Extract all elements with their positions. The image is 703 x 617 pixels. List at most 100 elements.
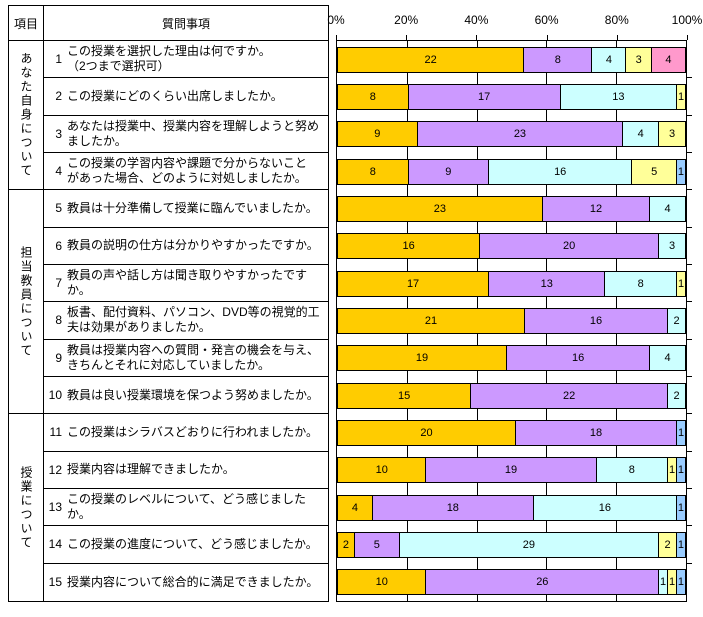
bar-segment: 20 <box>480 233 660 260</box>
question-text-line: 教員は良い授業環境を保つよう努めましたか。 <box>67 387 319 402</box>
question-row: 10 教員は良い授業環境を保つよう努めましたか。 <box>44 377 328 415</box>
question-number: 7 <box>55 276 62 291</box>
bar-segment-label: 1 <box>677 576 685 589</box>
header-question-column: 質問事項 <box>161 16 210 31</box>
bar-segment-label: 10 <box>375 576 388 589</box>
bar-row: 4 18 16 1 <box>337 489 686 526</box>
question-number: 1 <box>55 52 62 67</box>
category-tick-mark <box>687 525 692 527</box>
bar-row: 23 12 4 <box>337 190 686 227</box>
category-tick-mark <box>687 338 692 340</box>
bar-row: 10 19 8 1 1 <box>337 452 686 489</box>
question-number: 8 <box>55 313 62 328</box>
bar-segment: 8 <box>596 457 669 484</box>
bar-segment-label: 20 <box>563 240 576 253</box>
bar-segment-label: 4 <box>664 202 671 215</box>
question-text-line: この授業の進度について、どう感じましたか。 <box>67 536 318 551</box>
question-row: 3 あなたは授業中、授業内容を理解しようと努め ましたか。 <box>44 116 328 153</box>
x-axis-tick-mark <box>687 35 688 40</box>
bar-segment: 1 <box>677 158 686 185</box>
bar-segment: 4 <box>651 46 686 73</box>
bar-segment-label: 23 <box>433 202 447 215</box>
x-axis-tick-mark <box>336 35 337 40</box>
question-number: 3 <box>55 126 62 141</box>
bar-segment-label: 2 <box>673 314 680 327</box>
stacked-bar: 8 9 16 5 1 <box>337 158 686 185</box>
bar-segment: 10 <box>337 457 427 484</box>
question-row: 9 教員は授業内容への質問・発言の機会を与え、 きちんとそれに対応していましたか。 <box>44 340 328 377</box>
bar-segment-label: 18 <box>446 501 459 514</box>
bar-segment: 1 <box>677 569 686 596</box>
question-text-line: 夫は効果がありましたか。 <box>67 320 211 335</box>
question-number: 4 <box>55 164 62 179</box>
bar-segment: 1 <box>677 494 686 521</box>
bar-segment: 8 <box>524 46 593 73</box>
bar-segment-label: 4 <box>637 128 644 141</box>
bar-segment: 23 <box>337 195 543 222</box>
question-text: この授業のレベルについて、どう感じましたか。 <box>67 492 328 522</box>
column-divider <box>43 41 44 601</box>
question-text-line: 教員の声や話し方は聞き取りやすかったですか。 <box>67 268 308 298</box>
question-number: 15 <box>48 575 62 590</box>
bar-row: 8 9 16 5 1 <box>337 153 686 190</box>
x-axis-tick-mark <box>406 35 408 40</box>
stacked-bar: 17 13 8 1 <box>337 270 686 297</box>
question-text-line: この授業の学習内容や課題で分からないこと <box>67 156 308 171</box>
bar-segment: 1 <box>677 457 686 484</box>
bar-segment: 9 <box>408 158 490 185</box>
bar-segment-label: 4 <box>351 501 358 514</box>
question-text-line: 授業内容について総合的に満足できましたか。 <box>67 574 319 589</box>
bar-segment-label: 2 <box>664 538 671 551</box>
category-tick-mark <box>687 562 692 564</box>
bar-segment: 18 <box>372 494 534 521</box>
bar-segment: 2 <box>668 307 686 334</box>
bar-segment-label: 5 <box>373 538 380 551</box>
bar-segment-label: 17 <box>406 277 420 290</box>
bar-segment: 3 <box>659 121 686 148</box>
bar-segment: 17 <box>337 270 490 297</box>
bar-segment-label: 16 <box>402 240 415 253</box>
bar-segment-label: 2 <box>342 538 349 551</box>
bar-segment: 8 <box>605 270 678 297</box>
question-text-line: 教員は授業内容への質問・発言の機会を与え、 <box>67 342 320 357</box>
question-text-line: 教員は十分準備して授業に臨んでいましたか。 <box>67 200 318 215</box>
bar-segment-label: 3 <box>669 240 676 253</box>
question-table: 項目 質問事項 あなた自身について 担当教員について 授業について 1 この授業を選択… <box>8 5 329 602</box>
bar-segment: 13 <box>489 270 606 297</box>
question-row: 13 この授業のレベルについて、どう感じましたか。 <box>44 489 328 527</box>
bar-row: 10 26 1 1 1 <box>337 564 686 601</box>
bar-segment-label: 18 <box>589 426 603 439</box>
bar-segment-label: 1 <box>660 576 667 589</box>
stacked-bar: 4 18 16 1 <box>337 494 686 521</box>
question-number: 2 <box>55 89 62 104</box>
bar-segment-label: 8 <box>637 277 644 290</box>
stacked-bar: 10 26 1 1 1 <box>337 569 686 596</box>
group-cell: あなた自身について <box>9 41 43 191</box>
bar-row: 17 13 8 1 <box>337 265 686 302</box>
question-number: 12 <box>48 462 62 477</box>
question-text: この授業にどのくらい出席しましたか。 <box>67 89 328 104</box>
bar-segment-label: 4 <box>665 53 672 66</box>
bar-segment-label: 21 <box>424 314 438 327</box>
plot-area: 22 8 4 3 4 8 17 13 1 9 23 4 3 8 9 16 5 1 23 12 4 16 20 3 17 13 8 1 2… <box>336 40 687 602</box>
bar-segment-label: 16 <box>598 501 612 514</box>
bar-segment: 17 <box>408 83 561 110</box>
bar-segment-label: 10 <box>375 464 388 477</box>
bar-segment: 12 <box>542 195 651 222</box>
bar-segment: 5 <box>354 531 400 558</box>
bar-segment-label: 4 <box>605 53 612 66</box>
stacked-bar: 21 16 2 <box>337 307 686 334</box>
question-number: 13 <box>48 500 62 515</box>
group-column: あなた自身について 担当教員について 授業について <box>9 41 43 601</box>
question-text-line: この授業を選択した理由は何ですか。 <box>67 44 271 59</box>
question-text-line: ましたか。 <box>67 133 127 148</box>
bar-segment: 21 <box>337 307 525 334</box>
question-row: 4 この授業の学習内容や課題で分からないこと があった場合、どのように対処しましたか… <box>44 153 328 191</box>
bar-segment: 3 <box>626 46 652 73</box>
category-tick-mark <box>687 189 692 191</box>
group-label: 授業について <box>19 465 33 550</box>
bar-segment: 4 <box>650 195 686 222</box>
question-row: 14 この授業の進度について、どう感じましたか。 <box>44 526 328 564</box>
question-row: 12 授業内容は理解できましたか。 <box>44 452 328 489</box>
bar-segment-label: 13 <box>612 90 625 103</box>
